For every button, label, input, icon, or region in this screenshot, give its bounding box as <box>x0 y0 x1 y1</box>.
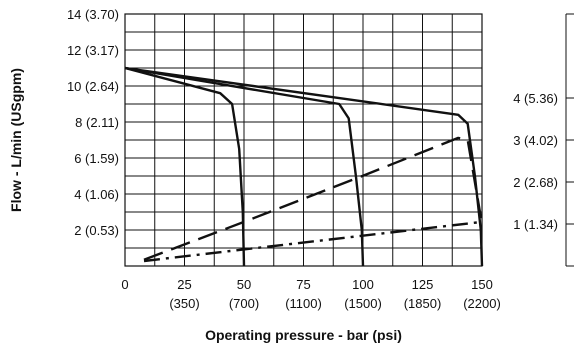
y-tick-label: 6 (1.59) <box>74 151 119 166</box>
y-tick-label: 4 (1.06) <box>74 187 119 202</box>
x-tick-label: 125 <box>412 277 434 292</box>
x-tick-sublabel: (1500) <box>344 296 382 311</box>
x-tick-label: 150 <box>471 277 493 292</box>
y-axis-label: Flow - L/min (USgpm) <box>8 68 24 212</box>
x-tick-sublabel: (350) <box>169 296 199 311</box>
right-tick-label: 1 (1.34) <box>513 217 558 232</box>
x-axis-label: Operating pressure - bar (psi) <box>205 327 402 343</box>
series-line-3 <box>124 66 484 267</box>
y-tick-label: 10 (2.64) <box>67 79 119 94</box>
grid-lines <box>125 14 482 266</box>
series-lines <box>124 66 484 267</box>
x-tick-sublabel: (2200) <box>463 296 501 311</box>
left-y-axis: 2 (0.53) 4 (1.06) 6 (1.59) 8 (2.11) 10 (2.64… <box>67 7 119 238</box>
right-tick-label: 2 (2.68) <box>513 175 558 190</box>
x-tick-sublabel: (1850) <box>404 296 442 311</box>
x-axis: 0 25 (350) 50 (700) 75 (1100) 100 (1500) 125 (1850… <box>121 277 500 311</box>
y-tick-label: 2 (0.53) <box>74 223 119 238</box>
x-tick-label: 25 <box>177 277 191 292</box>
right-tick-label: 3 (4.02) <box>513 133 558 148</box>
x-tick-sublabel: (1100) <box>285 296 322 311</box>
y-tick-label: 12 (3.17) <box>67 43 119 58</box>
x-tick-label: 50 <box>237 277 251 292</box>
x-tick-label: 75 <box>296 277 310 292</box>
right-y-axis: 1 (1.34) 2 (2.68) 3 (4.02) 4 (5.36) <box>513 13 574 267</box>
series-line-5 <box>143 220 483 263</box>
x-tick-sublabel: (700) <box>229 296 259 311</box>
series-line-4 <box>143 136 484 261</box>
y-tick-label: 8 (2.11) <box>75 115 119 130</box>
plot-frame <box>124 13 483 267</box>
y-tick-label: 14 (3.70) <box>67 7 119 22</box>
x-tick-label: 100 <box>352 277 374 292</box>
right-tick-label: 4 (5.36) <box>513 91 558 106</box>
x-tick-label: 0 <box>121 277 128 292</box>
